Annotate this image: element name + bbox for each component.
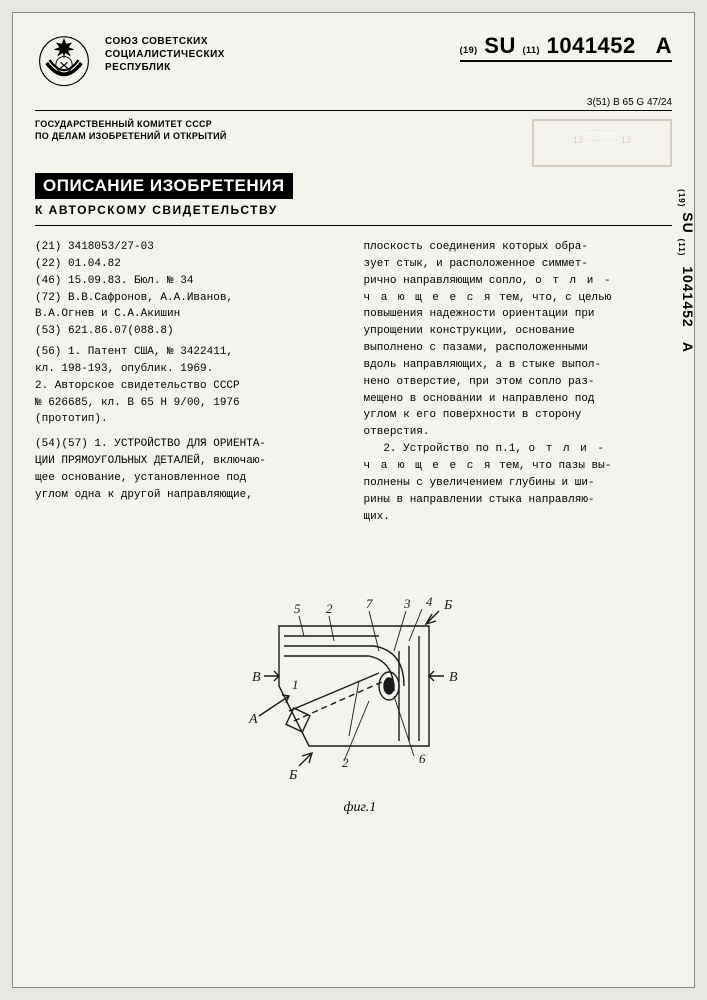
svg-text:2: 2 bbox=[342, 755, 349, 770]
ussr-emblem-icon bbox=[35, 31, 93, 89]
biblio-line: № 626685, кл. B 65 H 9/00, 1976 bbox=[35, 396, 344, 411]
patent-drawing: 1 2 34 5 6 7 2 А Б Б В В bbox=[194, 581, 514, 801]
number-prefix: (11) bbox=[522, 45, 540, 55]
country-code: SU bbox=[484, 33, 516, 58]
committee-line: ПО ДЕЛАМ ИЗОБРЕТЕНИЙ И ОТКРЫТИЙ bbox=[35, 131, 227, 143]
biblio-line: (72) В.В.Сафронов, А.А.Иванов, bbox=[35, 291, 344, 306]
svg-text:3: 3 bbox=[403, 596, 411, 611]
abs-line: плоскость соединения которых обра- bbox=[364, 240, 673, 255]
abs-line: мещено в основании и направлено под bbox=[364, 392, 673, 407]
kind-code: A bbox=[656, 33, 672, 58]
library-stamp: ···········13 ··········· 13 bbox=[532, 119, 672, 167]
class-code: B 65 G 47/24 bbox=[613, 97, 672, 108]
biblio-line: В.А.Огнев и С.А.Акишин bbox=[35, 307, 344, 322]
header: СОЮЗ СОВЕТСКИХ СОЦИАЛИСТИЧЕСКИХ РЕСПУБЛИ… bbox=[35, 31, 672, 89]
svg-text:Б: Б bbox=[443, 598, 452, 613]
biblio-line: 2. Авторское свидетельство СССР bbox=[35, 379, 344, 394]
biblio-line: (22) 01.04.82 bbox=[35, 257, 344, 272]
svg-text:4: 4 bbox=[426, 594, 433, 609]
svg-text:Б: Б bbox=[288, 768, 297, 783]
committee-row: ГОСУДАРСТВЕННЫЙ КОМИТЕТ СССР ПО ДЕЛАМ ИЗ… bbox=[35, 119, 672, 167]
union-name: СОЮЗ СОВЕТСКИХ СОЦИАЛИСТИЧЕСКИХ РЕСПУБЛИ… bbox=[105, 31, 448, 74]
abs-line: вдоль направляющих, а в стыке выпол- bbox=[364, 358, 673, 373]
abstract-content: (21) 3418053/27-03 (22) 01.04.82 (46) 15… bbox=[35, 240, 672, 526]
country-prefix: (19) bbox=[460, 45, 478, 55]
svg-text:7: 7 bbox=[366, 596, 373, 611]
union-line: СОЮЗ СОВЕТСКИХ bbox=[105, 35, 448, 48]
patent-id: (19) SU (11) 1041452 A bbox=[460, 31, 672, 62]
abs-line: повышения надежности ориентации при bbox=[364, 307, 673, 322]
figure-caption: фиг.1 bbox=[344, 800, 377, 816]
abs-line: щих. bbox=[364, 510, 673, 525]
side-patent-number: (19) SU (11) 1041452 A bbox=[677, 189, 696, 353]
document-subtitle: К АВТОРСКОМУ СВИДЕТЕЛЬСТВУ bbox=[35, 203, 672, 217]
title-block: ОПИСАНИЕ ИЗОБРЕТЕНИЯ К АВТОРСКОМУ СВИДЕТ… bbox=[35, 173, 672, 217]
svg-text:6: 6 bbox=[419, 751, 426, 766]
biblio-line: (53) 621.86.07(088.8) bbox=[35, 324, 344, 339]
svg-text:В: В bbox=[449, 670, 458, 685]
svg-text:А: А bbox=[248, 712, 258, 727]
claim-line: углом одна к другой направляющие, bbox=[35, 488, 344, 503]
biblio-line: (прототип). bbox=[35, 412, 344, 427]
patent-number: 1041452 bbox=[547, 33, 636, 58]
divider bbox=[35, 225, 672, 226]
claim-line: (54)(57) 1. УСТРОЙСТВО ДЛЯ ОРИЕНТА- bbox=[35, 437, 344, 452]
abs-line: рично направляющим сопло, о т л и - bbox=[364, 274, 673, 289]
union-line: РЕСПУБЛИК bbox=[105, 61, 448, 74]
left-column: (21) 3418053/27-03 (22) 01.04.82 (46) 15… bbox=[35, 240, 344, 526]
abs-line: ч а ю щ е е с я тем, что, с целью bbox=[364, 291, 673, 306]
abs-line: зует стык, и расположенное симмет- bbox=[364, 257, 673, 272]
biblio-line: (21) 3418053/27-03 bbox=[35, 240, 344, 255]
committee-line: ГОСУДАРСТВЕННЫЙ КОМИТЕТ СССР bbox=[35, 119, 227, 131]
union-line: СОЦИАЛИСТИЧЕСКИХ bbox=[105, 48, 448, 61]
committee-name: ГОСУДАРСТВЕННЫЙ КОМИТЕТ СССР ПО ДЕЛАМ ИЗ… bbox=[35, 119, 227, 142]
claim-line: ЦИИ ПРЯМОУГОЛЬНЫХ ДЕТАЛЕЙ, включаю- bbox=[35, 454, 344, 469]
svg-text:1: 1 bbox=[292, 677, 299, 692]
biblio-line: (46) 15.09.83. Бюл. № 34 bbox=[35, 274, 344, 289]
patent-page: СОЮЗ СОВЕТСКИХ СОЦИАЛИСТИЧЕСКИХ РЕСПУБЛИ… bbox=[12, 12, 695, 988]
abs-line: полнены с увеличением глубины и ши- bbox=[364, 476, 673, 491]
abs-line: отверстия. bbox=[364, 425, 673, 440]
abs-line: ч а ю щ е е с я тем, что пазы вы- bbox=[364, 459, 673, 474]
svg-text:2: 2 bbox=[326, 601, 333, 616]
abs-line: нено отверстие, при этом сопло раз- bbox=[364, 375, 673, 390]
abs-line: выполнено с пазами, расположенными bbox=[364, 341, 673, 356]
biblio-line: (56) 1. Патент США, № 3422411, bbox=[35, 345, 344, 360]
abs-line: углом к его поверхности в сторону bbox=[364, 408, 673, 423]
right-column: плоскость соединения которых обра- зует … bbox=[364, 240, 673, 526]
abs-line: рины в направлении стыка направляю- bbox=[364, 493, 673, 508]
document-title: ОПИСАНИЕ ИЗОБРЕТЕНИЯ bbox=[35, 173, 293, 199]
abs-line: упрощении конструкции, основание bbox=[364, 324, 673, 339]
claim-line: щее основание, установленное под bbox=[35, 471, 344, 486]
biblio-line: кл. 198-193, опублик. 1969. bbox=[35, 362, 344, 377]
ipc-classification: 3(51) B 65 G 47/24 bbox=[35, 97, 672, 111]
figure-1: 1 2 34 5 6 7 2 А Б Б В В фиг.1 bbox=[35, 556, 672, 826]
svg-text:В: В bbox=[252, 670, 261, 685]
svg-text:5: 5 bbox=[294, 601, 301, 616]
class-prefix: 3(51) bbox=[587, 97, 610, 108]
abs-line: 2. Устройство по п.1, о т л и - bbox=[364, 442, 673, 457]
